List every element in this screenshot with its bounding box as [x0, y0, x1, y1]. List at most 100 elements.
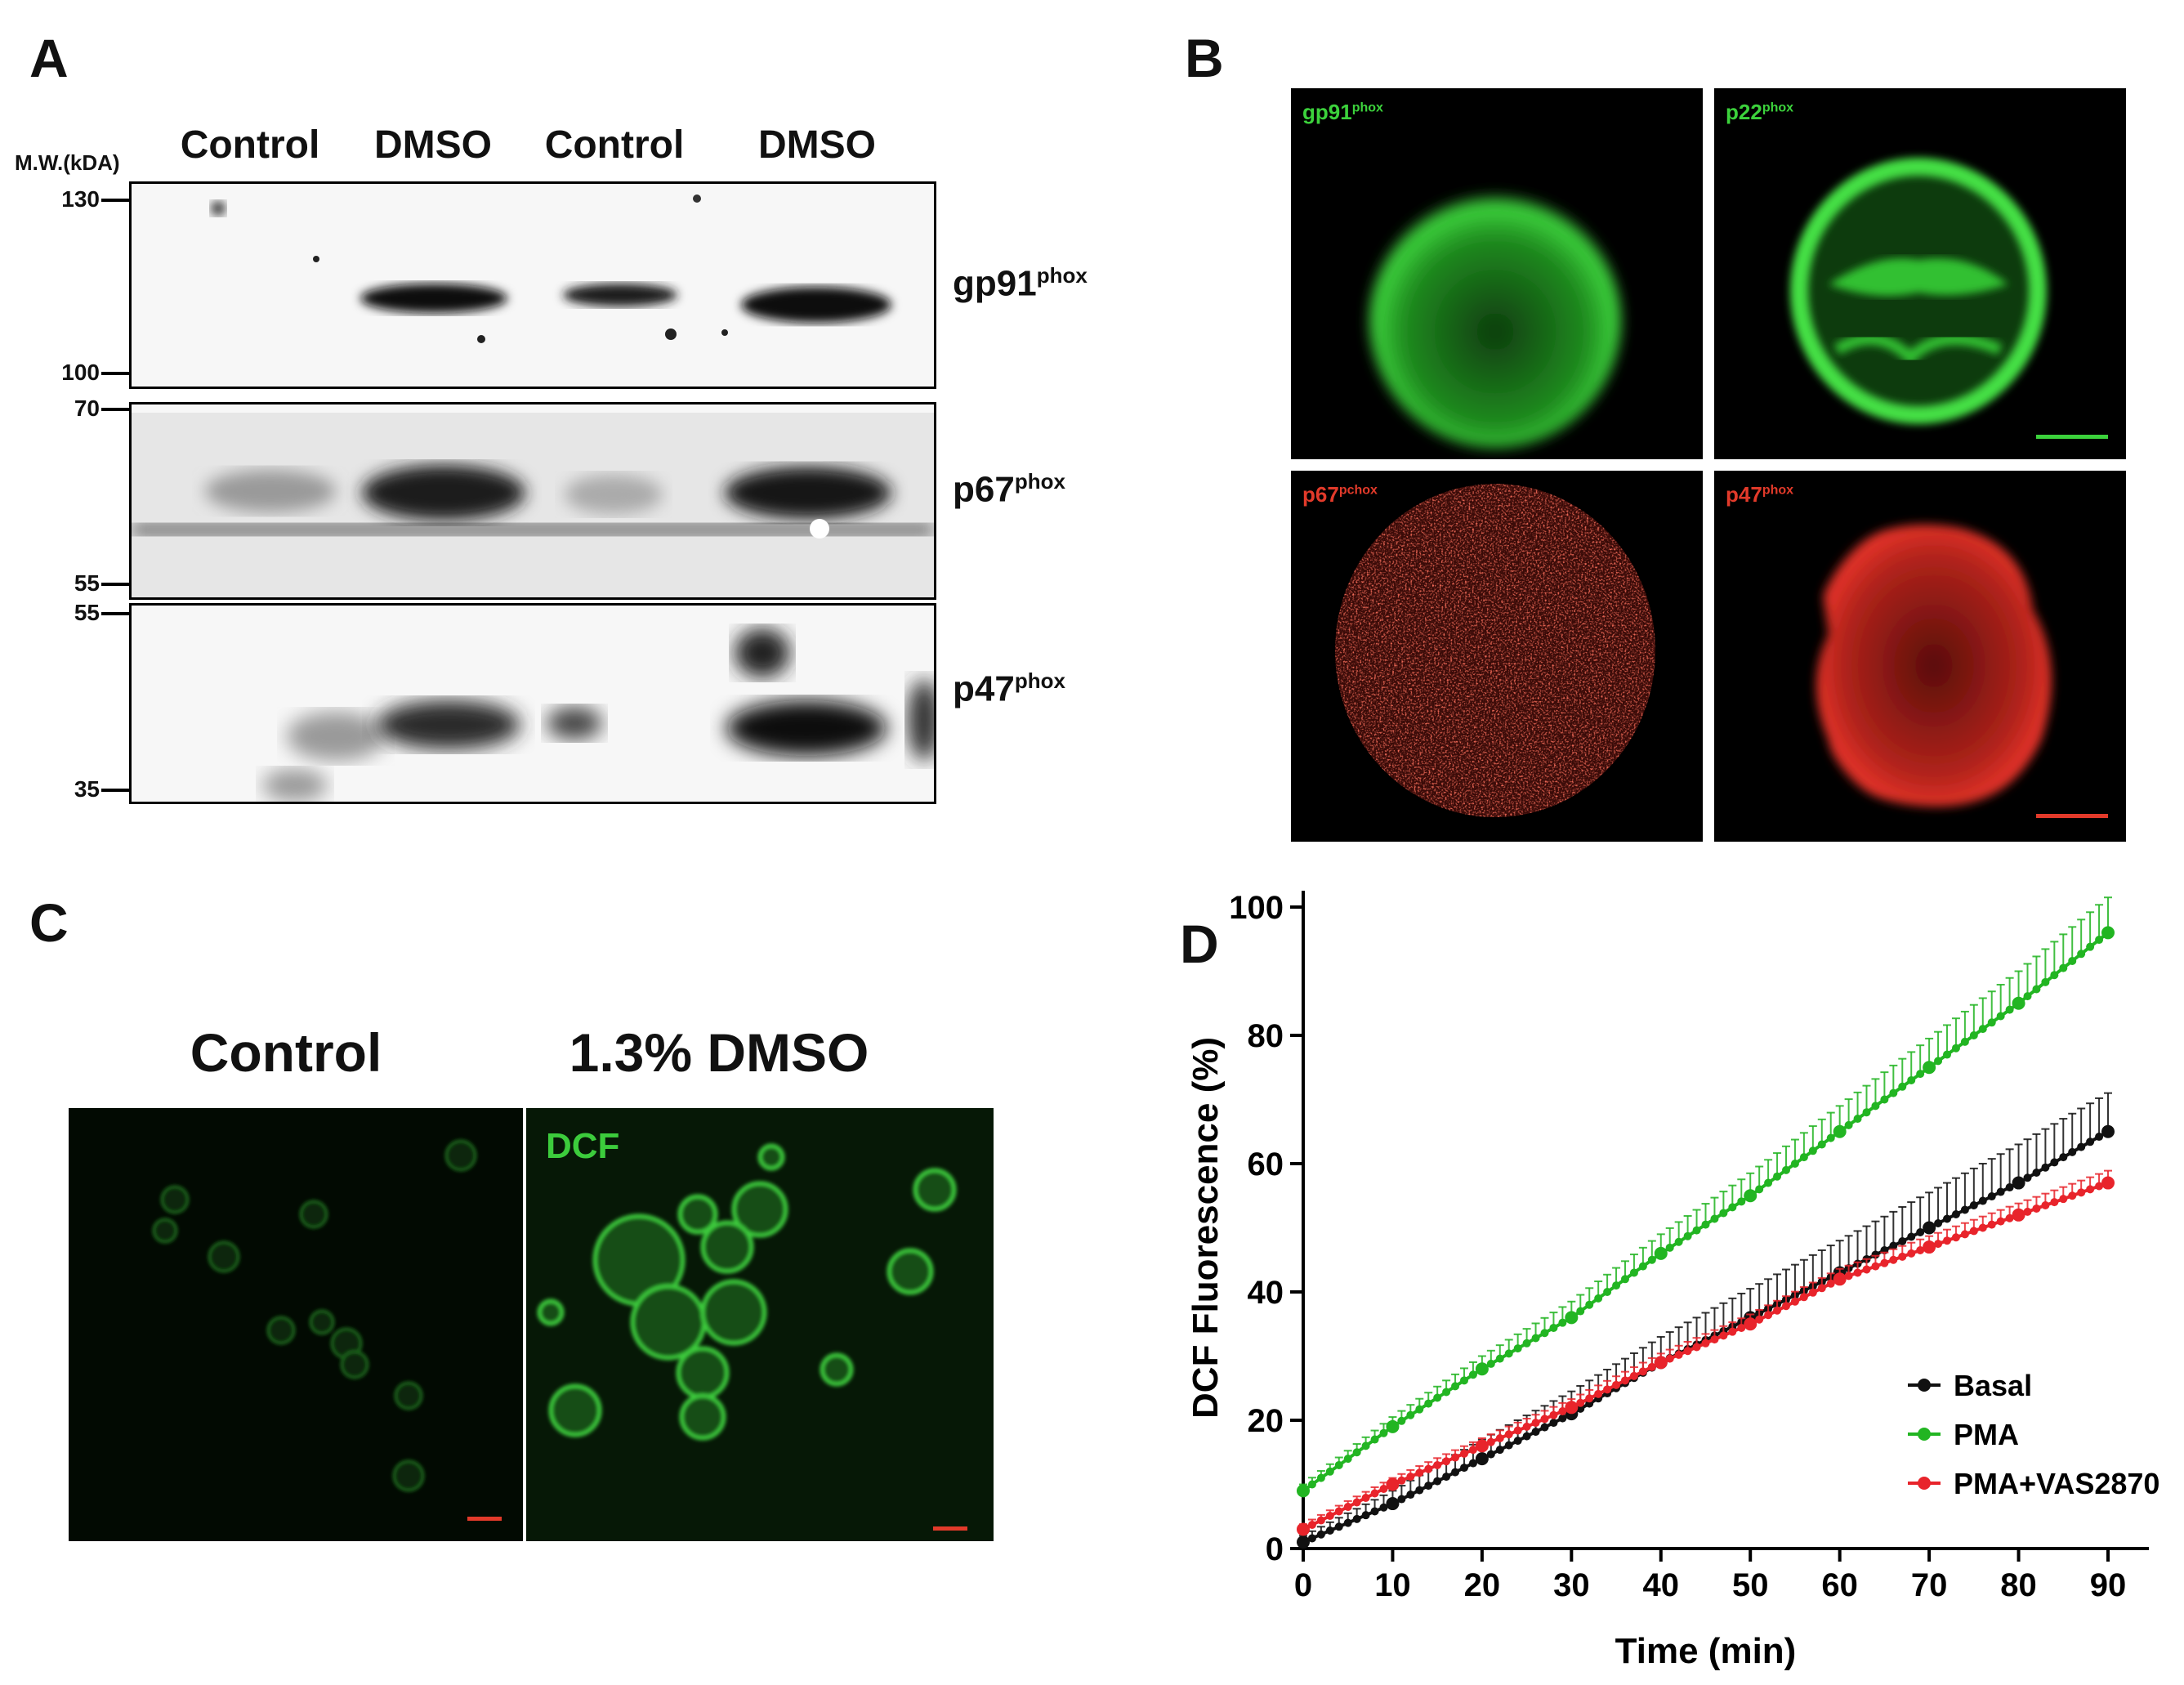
data-point [1495, 1354, 1504, 1363]
data-point [2068, 1147, 2077, 1156]
data-point [1621, 1376, 1629, 1385]
data-point [1397, 1476, 1406, 1485]
data-point [2059, 963, 2068, 972]
legend-marker [1918, 1477, 1931, 1490]
fluor-label-gp91: gp91phox [1302, 100, 1383, 124]
data-point-major [2101, 1176, 2115, 1190]
band [362, 465, 525, 521]
data-point [1307, 1520, 1316, 1529]
blot-speck [313, 256, 319, 262]
lane-label-4: DMSO [758, 123, 876, 167]
data-point [1737, 1323, 1746, 1332]
data-point [1522, 1339, 1531, 1348]
data-point [1951, 1210, 1960, 1219]
data-point-major [1297, 1522, 1310, 1536]
data-point [1540, 1415, 1549, 1424]
data-point [1486, 1450, 1495, 1459]
fluor-label-p47: p47phox [1726, 482, 1794, 507]
data-point [1799, 1153, 1808, 1162]
band [741, 287, 891, 323]
data-point [2032, 985, 2041, 994]
data-point [1871, 1262, 1880, 1271]
y-tick-label: 20 [1248, 1403, 1284, 1439]
data-point [1934, 1240, 1943, 1249]
data-point [1603, 1385, 1612, 1394]
data-point [2032, 1204, 2041, 1213]
data-point-major [1923, 1240, 1936, 1254]
fluor-image-p67: p67pchox [1291, 471, 1703, 842]
legend-label: PMA [1954, 1418, 2019, 1451]
data-point [1343, 1518, 1352, 1527]
data-point-major [2012, 996, 2025, 1010]
data-point [1934, 1057, 1943, 1066]
data-point [1442, 1388, 1451, 1397]
x-axis-label: Time (min) [1615, 1631, 1797, 1671]
data-point [1978, 1196, 1987, 1205]
data-point [1853, 1115, 1862, 1124]
y-tick-label: 0 [1266, 1531, 1284, 1567]
data-point [1960, 1205, 1969, 1214]
data-point [1451, 1468, 1460, 1477]
data-point [1808, 1288, 1817, 1297]
fluor-image-p47: p47phox [1714, 471, 2126, 842]
data-point [1674, 1350, 1683, 1359]
data-point [1468, 1446, 1477, 1455]
panel-a-letter: A [29, 28, 69, 88]
y-tick-label: 80 [1248, 1018, 1284, 1054]
lane-label-3: Control [544, 123, 685, 167]
data-point-major [2101, 926, 2115, 940]
data-point [1451, 1453, 1460, 1462]
cell-p22 [1790, 158, 2047, 424]
data-point [1987, 1192, 1996, 1201]
data-point [1424, 1464, 1433, 1473]
data-point [1638, 1367, 1647, 1376]
data-point-major [2012, 1176, 2025, 1190]
data-point [1433, 1393, 1442, 1402]
blot-speck [665, 329, 677, 340]
data-point [2086, 1185, 2095, 1194]
data-point [1352, 1514, 1361, 1523]
x-tick-label: 40 [1643, 1567, 1680, 1603]
band [565, 475, 663, 514]
data-point [1638, 1262, 1647, 1271]
data-point [1853, 1268, 1862, 1277]
data-point [1486, 1359, 1495, 1368]
data-point [1790, 1297, 1799, 1306]
data-point [1871, 1102, 1880, 1111]
data-point [1397, 1495, 1406, 1504]
fluor-label-p22: p22phox [1726, 100, 1794, 124]
data-point-major [1565, 1401, 1579, 1415]
y-tick-label: 60 [1248, 1146, 1284, 1182]
data-point [1594, 1389, 1603, 1398]
data-point [1513, 1344, 1522, 1353]
mw-tick [101, 199, 131, 202]
blot-strip-gp91 [129, 181, 936, 389]
data-point [1773, 1306, 1782, 1315]
band [377, 700, 520, 749]
data-point [2041, 1163, 2050, 1172]
data-point [2077, 1142, 2086, 1151]
data-point-major [1565, 1311, 1579, 1325]
x-tick-label: 80 [2000, 1567, 2037, 1603]
data-point [1790, 1160, 1799, 1168]
blot-speck [810, 519, 829, 539]
y-axis-label: DCF Fluorescence (%) [1186, 1037, 1226, 1419]
data-point [2023, 1207, 2032, 1216]
data-point [1531, 1419, 1540, 1428]
data-point [2005, 1005, 2014, 1014]
data-point [1540, 1329, 1549, 1338]
data-point [2095, 1133, 2104, 1142]
data-point [1719, 1209, 1728, 1218]
data-point [1585, 1300, 1594, 1309]
data-point [1674, 1237, 1683, 1246]
data-point [1826, 1279, 1835, 1288]
data-point [1361, 1511, 1370, 1520]
data-point [1880, 1095, 1889, 1104]
data-point-major [1654, 1246, 1668, 1260]
data-point [1728, 1203, 1737, 1212]
data-point [1996, 1217, 2005, 1226]
dcf-label: DCF [546, 1126, 620, 1166]
band [360, 284, 507, 313]
cells-control [152, 1139, 477, 1492]
data-point [1415, 1405, 1424, 1414]
